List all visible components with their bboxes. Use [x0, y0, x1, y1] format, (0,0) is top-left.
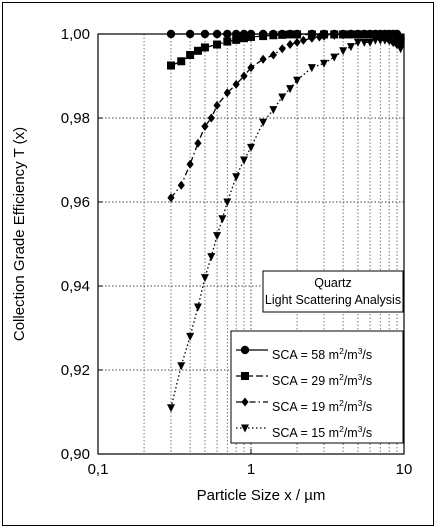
data-point [339, 30, 347, 40]
annotation-box-frame [262, 270, 404, 313]
x-axis-label: Particle Size x / µm [197, 487, 326, 504]
data-point [389, 38, 398, 47]
series-4 [166, 36, 405, 413]
data-point [299, 35, 307, 45]
data-point [239, 34, 248, 43]
legend-label: SCA = 19 m2/m3/s [272, 398, 372, 414]
data-point [186, 332, 195, 341]
data-point [193, 303, 202, 312]
data-point [247, 32, 255, 41]
y-axis-label: Collection Grade Efficiency T (x) [11, 127, 28, 341]
data-point [259, 32, 268, 41]
data-point [213, 232, 222, 241]
data-point [330, 53, 339, 62]
legend-label: SCA = 29 m2/m3/s [272, 372, 372, 388]
annotation-line: Quartz [314, 276, 352, 290]
data-point [207, 253, 216, 262]
data-point [186, 51, 195, 59]
data-point [223, 198, 232, 207]
data-point [186, 159, 194, 169]
legend: SCA = 58 m2/m3/s SCA = 29 m2/m3/s SCA = 19… [230, 330, 404, 444]
legend-label: SCA = 58 m2/m3/s [272, 346, 372, 362]
legend-marker [241, 397, 249, 407]
data-point [269, 106, 278, 115]
legend-entry: SCA = 29 m2/m3/s [236, 372, 372, 388]
data-point [177, 362, 186, 371]
data-point [177, 57, 186, 66]
data-point [247, 63, 255, 73]
data-point [194, 138, 202, 148]
data-point [308, 33, 316, 43]
data-point [366, 38, 375, 47]
y-tick-label: 0,98 [61, 110, 90, 127]
data-point [239, 156, 248, 165]
data-point [269, 31, 278, 40]
data-point [207, 113, 215, 123]
data-point [213, 40, 222, 49]
y-tick-label: 0,90 [61, 446, 90, 463]
data-point [339, 47, 348, 56]
data-point [200, 274, 209, 283]
legend-entry: SCA = 15 m2/m3/s [236, 424, 372, 440]
data-point [385, 36, 394, 45]
data-point [396, 45, 405, 54]
x-tick-label: 10 [396, 461, 413, 478]
data-point [392, 41, 401, 49]
data-point [259, 118, 268, 127]
data-point [278, 30, 287, 39]
legend-marker [240, 345, 250, 355]
data-point [223, 37, 232, 46]
data-point [259, 54, 267, 64]
data-point [293, 76, 302, 85]
x-tick-label: 0,1 [88, 461, 109, 478]
data-point [293, 37, 301, 47]
data-point [269, 50, 277, 60]
series-3 [167, 29, 405, 203]
figure-frame [2, 2, 434, 526]
data-point [232, 79, 240, 89]
legend-marker [241, 372, 249, 380]
data-point [240, 71, 248, 81]
annotation-box: Quartz Light Scattering Analysis [262, 270, 404, 313]
data-point [286, 40, 294, 49]
y-tick-label: 1,00 [61, 26, 90, 43]
data-point [177, 180, 185, 190]
data-point [278, 93, 287, 102]
data-point [200, 43, 209, 52]
legend-entry: SCA = 19 m2/m3/s [236, 397, 372, 414]
data-point [232, 35, 241, 44]
data-point [320, 31, 328, 41]
y-tick-label: 0,94 [61, 278, 90, 295]
data-point [232, 173, 241, 182]
data-point [213, 100, 221, 110]
x-tick-label: 1 [247, 461, 255, 478]
data-point [286, 85, 295, 94]
data-point [223, 88, 231, 98]
data-point [218, 215, 227, 224]
data-point [247, 143, 255, 152]
data-point [360, 38, 369, 47]
data-point [166, 61, 175, 70]
data-point [346, 43, 355, 52]
data-point [330, 30, 338, 40]
ticks: 0,1 1 10 0,90 0,92 0,94 0,96 0,98 1,00 [61, 26, 413, 478]
y-tick-label: 0,96 [61, 194, 90, 211]
legend-marker [241, 424, 249, 433]
legend-entry: SCA = 58 m2/m3/s [236, 345, 372, 362]
y-tick-label: 0,92 [61, 362, 90, 379]
data-point [193, 46, 202, 55]
data-point [201, 121, 209, 131]
data-point [353, 38, 362, 47]
data-point [307, 64, 316, 73]
data-point [167, 193, 175, 203]
data-point [278, 44, 286, 54]
series-line [170, 33, 401, 199]
data-point [319, 59, 328, 68]
data-point [315, 32, 324, 42]
legend-label: SCA = 15 m2/m3/s [272, 424, 372, 440]
data-point [166, 404, 175, 413]
axis-labels: Particle Size x / µm Collection Grade Ef… [11, 127, 325, 504]
annotation-line: Light Scattering Analysis [265, 293, 401, 307]
